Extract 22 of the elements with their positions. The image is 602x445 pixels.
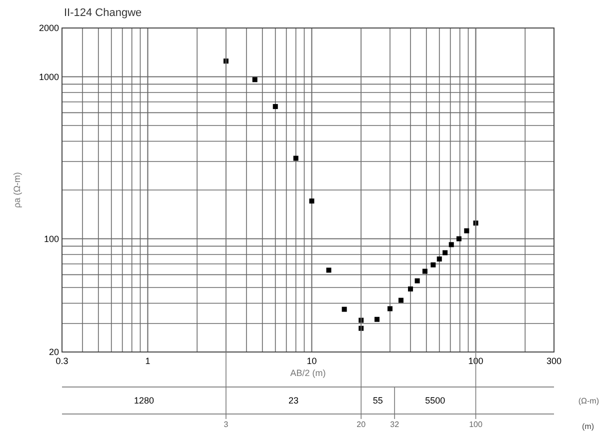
y-axis-title: ρa (Ω-m) — [12, 172, 22, 208]
x-tick-label: 0.3 — [56, 356, 68, 366]
ref-line-label: 3 — [224, 420, 229, 429]
ref-line-label: 32 — [390, 420, 400, 429]
text: (m) — [582, 422, 594, 431]
y-tick-label: 1000 — [38, 72, 59, 82]
text: 23 — [288, 396, 299, 406]
y-tick-label: 20 — [48, 347, 59, 357]
text: 1280 — [134, 396, 154, 406]
y-tick-label: 100 — [44, 234, 59, 244]
x-tick-label: 100 — [468, 356, 484, 366]
x-tick-label: 300 — [546, 356, 562, 366]
x-axis-title: AB/2 (m) — [290, 368, 326, 378]
text: (Ω-m) — [578, 396, 600, 406]
ref-line-label: 20 — [356, 420, 366, 429]
y-tick-label: 2000 — [38, 23, 59, 33]
text: 5500 — [425, 396, 446, 406]
x-tick-label: 1 — [145, 356, 150, 366]
ref-line-label: 100 — [469, 420, 483, 429]
text: 55 — [372, 396, 383, 406]
x-tick-label: 10 — [306, 356, 317, 366]
chart-title: II-124 Changwe — [64, 7, 142, 19]
